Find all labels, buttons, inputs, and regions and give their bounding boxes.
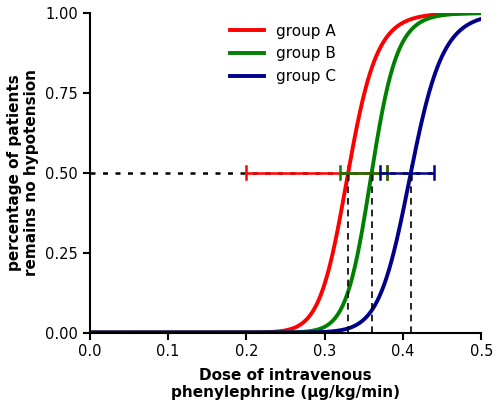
group C [238, 330, 244, 335]
Line: group B: group B [90, 13, 482, 333]
group A [314, 302, 320, 307]
group A [430, 12, 436, 17]
Line: group A: group A [90, 13, 482, 333]
Line: group C: group C [90, 19, 482, 333]
group B [238, 330, 244, 335]
group A [176, 330, 182, 335]
group B [86, 330, 92, 335]
group B [430, 15, 436, 20]
group A [86, 330, 92, 335]
group C [430, 77, 436, 81]
group C [326, 329, 332, 334]
group A [326, 265, 332, 270]
group B [160, 330, 166, 335]
group C [314, 330, 320, 335]
group B [176, 330, 182, 335]
group C [160, 330, 166, 335]
group B [478, 11, 484, 15]
group A [160, 330, 166, 335]
group C [86, 330, 92, 335]
group A [478, 11, 484, 15]
group C [478, 16, 484, 21]
group C [176, 330, 182, 335]
Y-axis label: percentage of patients
remains no hypotension: percentage of patients remains no hypote… [7, 69, 40, 276]
group B [314, 327, 320, 332]
group B [326, 322, 332, 326]
X-axis label: Dose of intravenous
phenylephrine (µg/kg/min): Dose of intravenous phenylephrine (µg/kg… [171, 368, 400, 400]
Legend: group A, group B, group C: group A, group B, group C [230, 24, 336, 84]
group A [238, 330, 244, 335]
